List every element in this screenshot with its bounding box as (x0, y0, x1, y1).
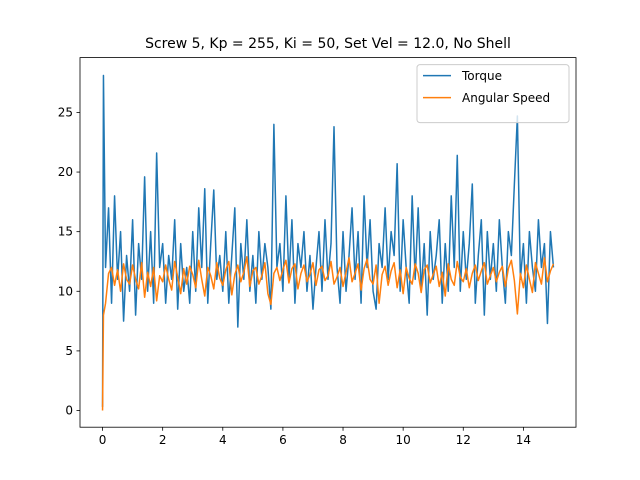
y-tick-label: 20 (58, 165, 73, 179)
x-tick-label: 14 (516, 433, 531, 447)
legend-label: Torque (461, 69, 502, 83)
line-series (101, 74, 555, 407)
legend: Torque Angular Speed (416, 64, 570, 124)
x-tick-label: 0 (99, 433, 107, 447)
y-tick-label: 0 (65, 404, 73, 418)
line-series (101, 255, 555, 411)
x-tick-label: 8 (339, 433, 347, 447)
y-tick-label: 25 (58, 105, 73, 119)
y-tick-label: 15 (58, 225, 73, 239)
x-tick-label: 12 (456, 433, 471, 447)
legend-label: Angular Speed (462, 91, 550, 105)
x-tick-label: 2 (159, 433, 167, 447)
axes-frame (79, 57, 577, 428)
x-tick-label: 4 (219, 433, 227, 447)
x-tick-label: 6 (279, 433, 287, 447)
legend-box (416, 64, 570, 124)
y-tick-label: 10 (58, 284, 73, 298)
y-tick-label: 5 (65, 344, 73, 358)
chart-title: Screw 5, Kp = 255, Ki = 50, Set Vel = 12… (145, 36, 511, 52)
x-tick-label: 10 (396, 433, 411, 447)
